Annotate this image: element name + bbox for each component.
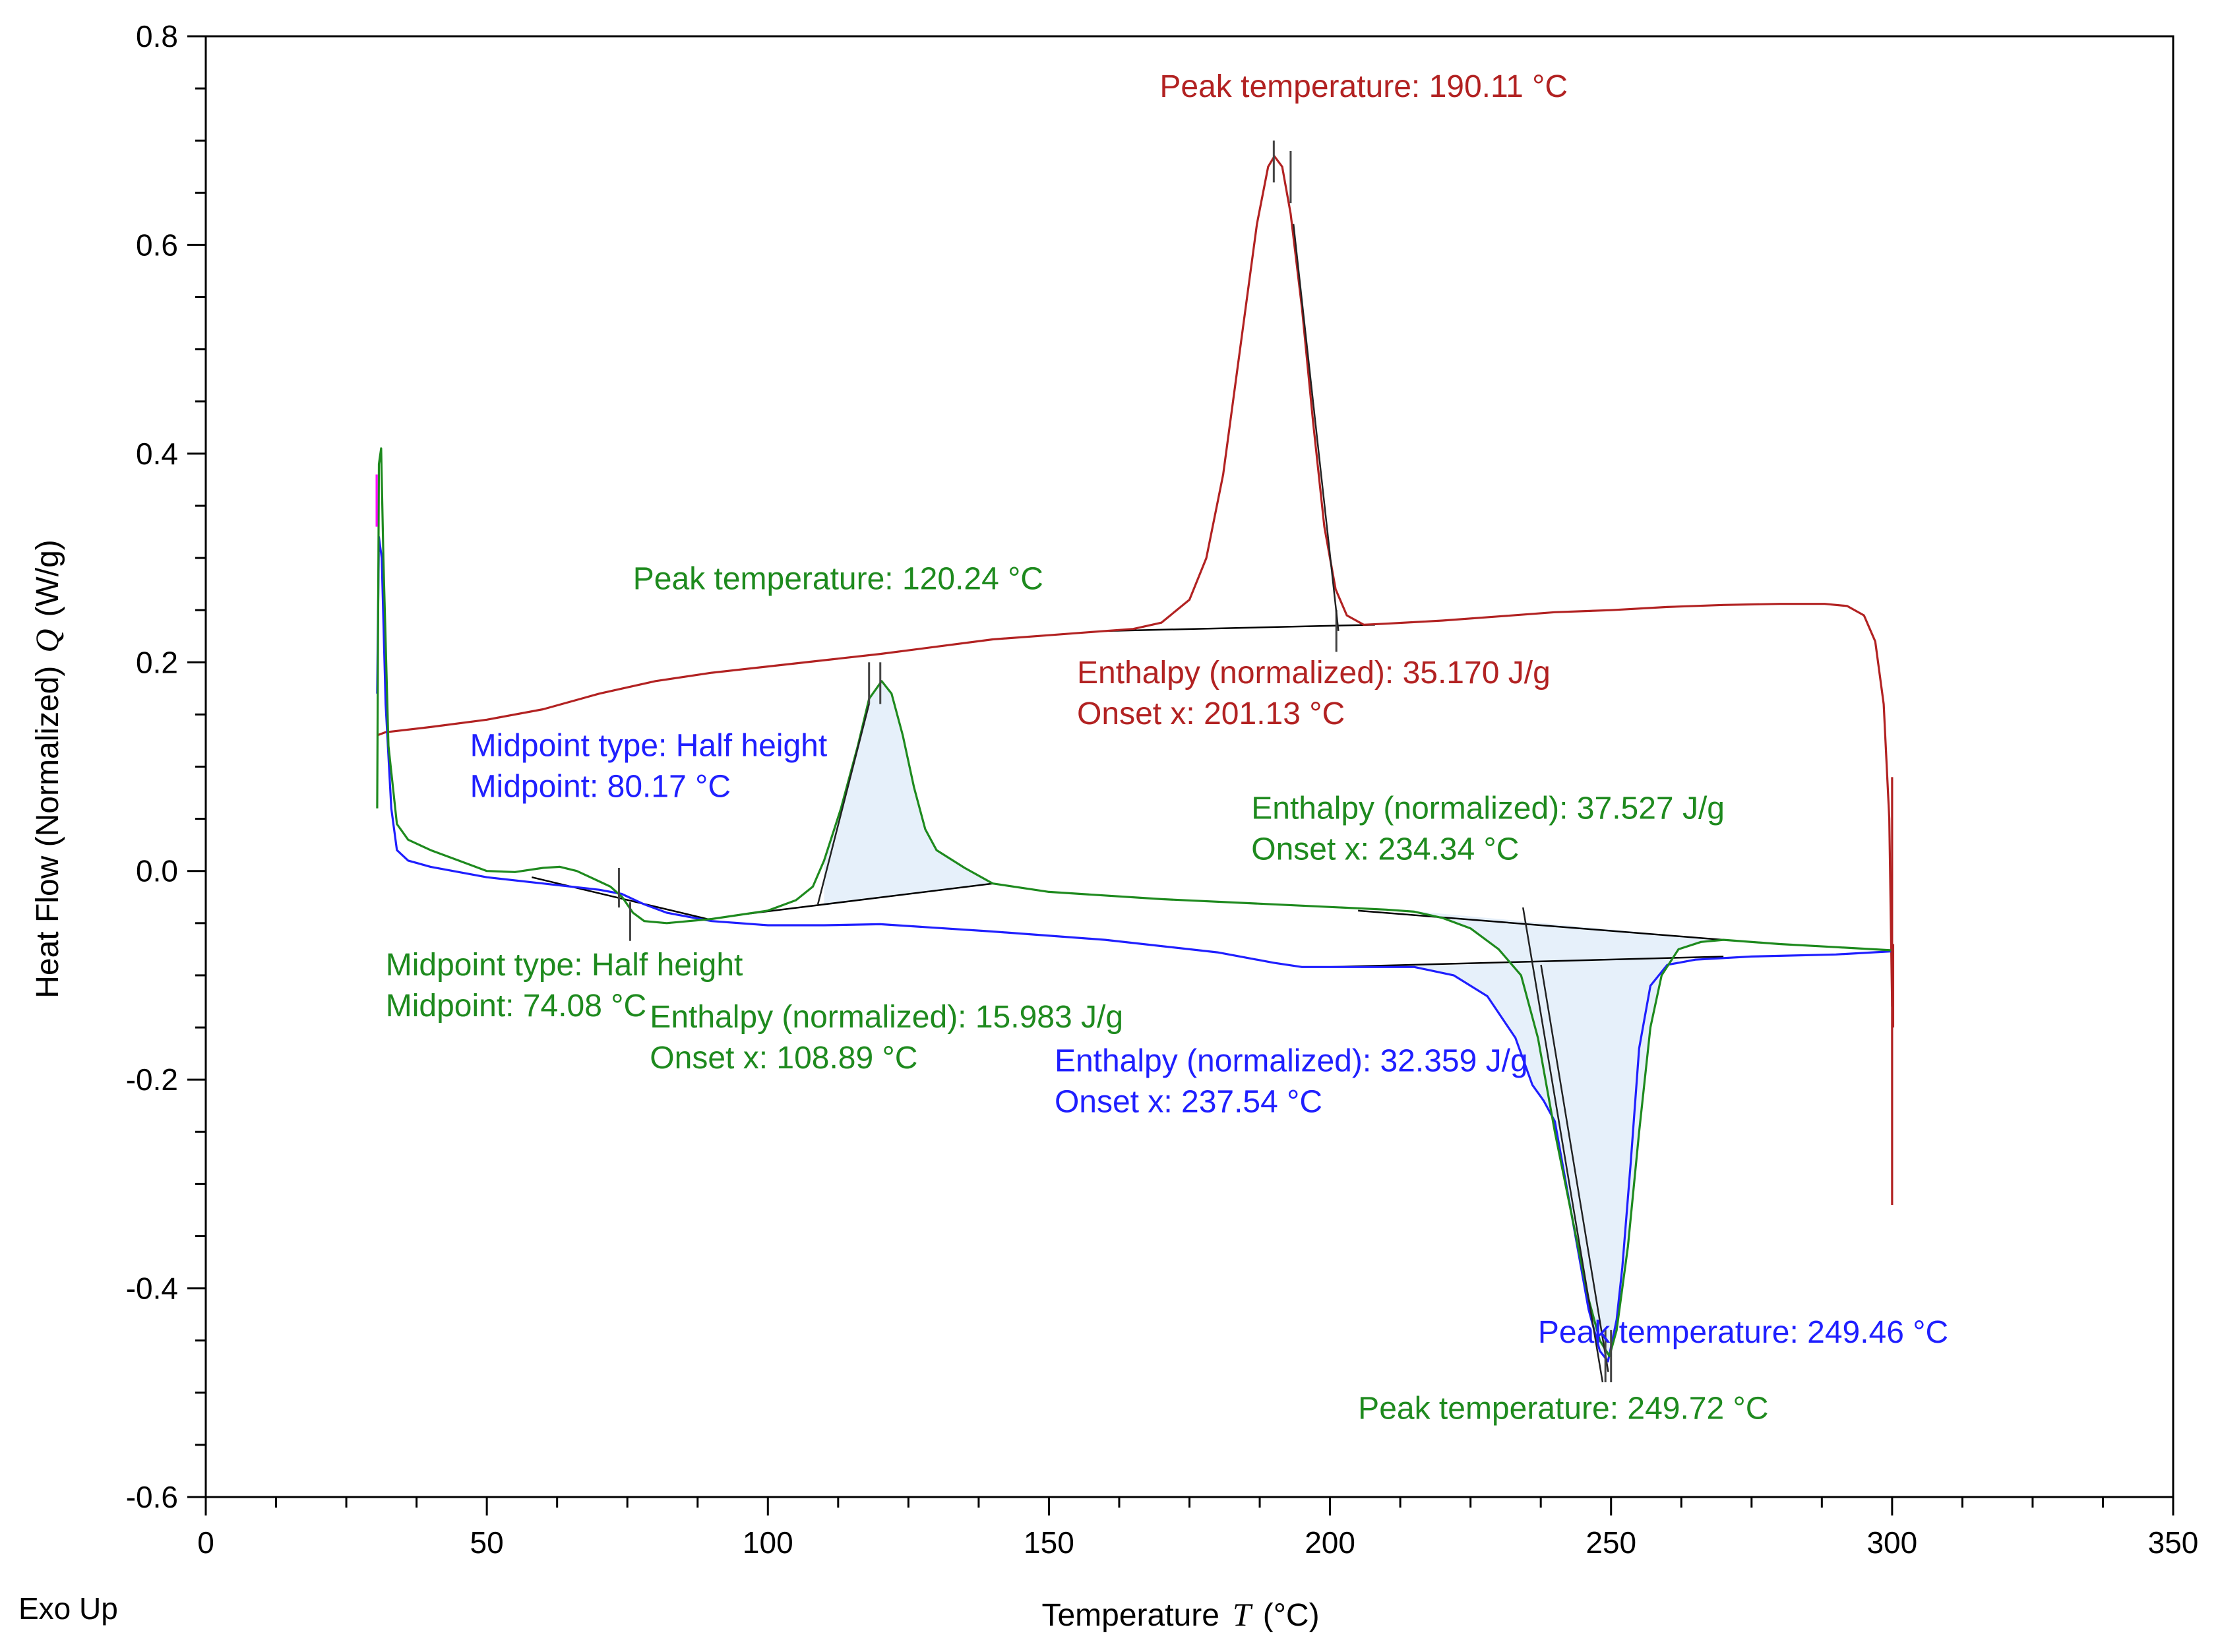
- annotation-line: Onset x: 201.13 °C: [1077, 696, 1345, 731]
- annotation-line: Enthalpy (normalized): 15.983 J/g: [650, 1000, 1123, 1035]
- y-axis-ticks: -0.6 -0.4 -0.2 0.0 0.2 0.4 0.6 0.8: [126, 19, 206, 1514]
- y-axis-title-unit: (W/g): [30, 539, 65, 617]
- blue-series-line: [376, 535, 1892, 1362]
- annotation-line: Enthalpy (normalized): 37.527 J/g: [1251, 791, 1725, 826]
- blue-endo-onset-tangent: [1540, 964, 1609, 1372]
- green-exo-peak-fill: [824, 682, 993, 905]
- annotation-line: Peak temperature: 190.11 °C: [1159, 69, 1568, 104]
- annotation-text: Enthalpy (normalized): 32.359 J/g Onset x…: [1055, 1043, 1528, 1119]
- y-tick-label: 0.8: [136, 19, 178, 53]
- annotation-line: Midpoint: 74.08 °C: [386, 989, 646, 1024]
- x-axis-title: Temperature T (°C): [1041, 1596, 1319, 1633]
- x-axis-title-symbol: T: [1233, 1596, 1253, 1633]
- x-tick-label: 100: [743, 1525, 793, 1560]
- annotation-line: Peak temperature: 120.24 °C: [633, 562, 1043, 597]
- y-tick-label: -0.6: [126, 1480, 178, 1514]
- green-exo-baseline: [739, 882, 993, 916]
- annotation-text: Enthalpy (normalized): 15.983 J/g Onset x…: [650, 1000, 1123, 1076]
- exo-up-note: Exo Up: [18, 1591, 118, 1626]
- x-tick-label: 200: [1305, 1525, 1355, 1560]
- annotation-line: Enthalpy (normalized): 35.170 J/g: [1077, 656, 1551, 690]
- annotation-line: Enthalpy (normalized): 32.359 J/g: [1055, 1043, 1528, 1078]
- annotation-line: Midpoint type: Half height: [386, 948, 743, 983]
- annotation-line: Onset x: 108.89 °C: [650, 1041, 917, 1076]
- annotation-text: Peak temperature: 120.24 °C: [633, 562, 1043, 597]
- red-onset-tangent: [1292, 224, 1340, 631]
- y-axis-title-main: Heat Flow (Normalized): [30, 666, 65, 998]
- x-tick-label: 250: [1586, 1525, 1636, 1560]
- red-peak-baseline: [1105, 624, 1375, 632]
- annotation-text: Enthalpy (normalized): 35.170 J/g Onset x…: [1077, 656, 1551, 731]
- tangent-markers: [617, 140, 1895, 1383]
- annotation-line: Midpoint type: Half height: [470, 729, 828, 764]
- y-tick-label: -0.2: [126, 1062, 178, 1097]
- integration-baselines: [532, 624, 1724, 968]
- x-tick-label: 300: [1866, 1525, 1917, 1560]
- y-tick-label: 0.4: [136, 437, 178, 471]
- glass-transition-baseline: [532, 876, 712, 921]
- annotation-line: Midpoint: 80.17 °C: [470, 770, 731, 805]
- annotation-text: Midpoint type: Half height Midpoint: 74.0…: [386, 948, 743, 1024]
- green-exo-onset-tangent: [816, 704, 870, 905]
- green-series-line: [376, 447, 1892, 1357]
- annotation-line: Onset x: 234.34 °C: [1251, 832, 1519, 867]
- x-axis-title-main: Temperature: [1041, 1598, 1219, 1633]
- annotation-text: Enthalpy (normalized): 37.527 J/g Onset x…: [1251, 791, 1725, 867]
- x-tick-label: 50: [470, 1525, 504, 1560]
- annotation-text: Peak temperature: 249.46 °C: [1538, 1315, 1948, 1350]
- y-tick-label: 0.6: [136, 228, 178, 262]
- annotations: Peak temperature: 190.11 °C Enthalpy (nor…: [386, 69, 1948, 1426]
- x-axis-ticks: 0 50 100 150 200 250 300 350: [197, 1497, 2198, 1560]
- annotation-text: Peak temperature: 190.11 °C: [1159, 69, 1568, 104]
- annotation-text: Peak temperature: 249.72 °C: [1358, 1391, 1768, 1426]
- x-tick-label: 350: [2148, 1525, 2199, 1560]
- annotation-line: Peak temperature: 249.72 °C: [1358, 1391, 1768, 1426]
- y-tick-label: 0.2: [136, 645, 178, 679]
- annotation-line: Onset x: 237.54 °C: [1055, 1084, 1322, 1119]
- green-endo-baseline: [1358, 909, 1724, 941]
- annotation-text: Midpoint type: Half height Midpoint: 80.1…: [470, 729, 828, 805]
- annotation-line: Peak temperature: 249.46 °C: [1538, 1315, 1948, 1350]
- y-tick-label: -0.4: [126, 1271, 178, 1306]
- y-tick-label: 0.0: [136, 854, 178, 888]
- x-tick-label: 0: [197, 1525, 214, 1560]
- x-tick-label: 150: [1024, 1525, 1074, 1560]
- green-endo-onset-tangent: [1522, 907, 1604, 1383]
- x-axis-title-unit: (°C): [1263, 1598, 1320, 1633]
- blue-endo-baseline: [1330, 956, 1724, 968]
- blue-endo-peak-fill: [1358, 960, 1679, 1360]
- y-axis-title-symbol: Q: [28, 629, 65, 653]
- y-axis-title: Heat Flow (Normalized) Q (W/g): [28, 539, 65, 998]
